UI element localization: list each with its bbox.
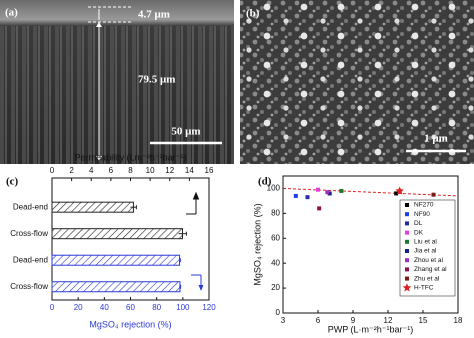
x2-tick-label: 10 [146,166,155,175]
trend-line [282,187,459,197]
x2-tick-label: 2 [69,166,74,175]
point [394,191,399,196]
legend-marker [405,221,409,226]
x-tick-label: 80 [152,303,161,312]
legend-marker [405,267,409,272]
x-tick-label: 20 [74,303,83,312]
x-tick-label: 6 [316,316,321,325]
legend-marker [405,203,409,207]
legend-label: NF270 [414,202,434,209]
legend-label: Zhang et al [414,266,447,273]
point [293,193,298,198]
image-label: (a) [5,7,18,19]
y-axis-label: MgSO₄ rejection (%) [252,203,262,285]
sem-image-a: (a) 4.7 μm 79.5 μm 50 μm [0,0,234,164]
y-tick-label: Cross-flow [10,229,48,238]
legend-marker [405,212,409,217]
legend: NF270 NF90 DL DK Liu et al Jia et al Zhou et a… [399,199,456,297]
x2-axis-label: Permeability (Lm⁻²h⁻¹bar⁻¹) [75,152,187,162]
panel-label: (c) [6,176,19,188]
x-tick-label: 12 [384,316,393,325]
annotation: 4.7 μm [138,9,170,21]
point [395,186,404,195]
x2-tick-label: 0 [50,166,55,175]
y-tick-label: 100 [267,184,281,193]
x-axis-label: PWP (L·m⁻²h⁻¹bar⁻¹) [328,324,414,334]
legend-label: DL [414,220,423,227]
legend-marker [405,276,409,281]
legend-label: Zhou et al [414,257,443,264]
x2-tick-label: 6 [109,166,114,175]
x2-tick-label: 16 [205,166,214,175]
point [317,206,322,211]
y-tick-label: Dead-end [13,255,48,264]
legend-label: Zhu et al [414,275,440,282]
legend-label: Liu et al [414,239,437,246]
bar [51,228,184,240]
error-bar [179,284,182,289]
bar [51,254,181,266]
point [339,188,344,193]
x-axis-label: MgSO₄ rejection (%) [89,319,171,329]
error-bar [178,258,181,263]
y-tick-label: 40 [271,258,280,267]
plot-frame [282,175,459,314]
point [316,187,320,192]
annotation: 79.5 μm [138,74,175,86]
error-bar [178,231,187,236]
x-tick-label: 120 [202,303,216,312]
x2-tick-label: 8 [128,166,133,175]
panel-label: (d) [258,176,272,188]
y-tick-label: 60 [271,233,280,242]
legend-label: NF90 [414,211,430,218]
legend-marker [402,283,412,292]
x2-tick-label: 12 [165,166,174,175]
y-tick-label: 0 [276,308,281,317]
legend-marker [405,249,409,253]
point [327,191,332,196]
y-tick-label: 80 [271,208,280,217]
y-tick-label: Dead-end [13,202,48,211]
legend-marker [405,258,409,263]
legend-label: DK [414,229,424,236]
y-tick-label: Cross-flow [10,282,48,291]
bar [51,201,134,213]
legend-marker [405,239,409,244]
scale-bar-label: 50 μm [171,126,200,138]
x2-tick-label: 4 [89,166,94,175]
legend-label: Jia et al [414,248,437,255]
x-tick-label: 60 [126,303,135,312]
scale-bar-label: 1 μm [424,133,448,145]
x-tick-label: 18 [454,316,463,325]
x-tick-label: 100 [176,303,190,312]
legend-label: H-TFC [414,285,434,292]
bar [51,281,181,293]
legend-marker [405,230,409,235]
x-tick-label: 15 [419,316,428,325]
annotation-arrows [186,191,204,291]
x-tick-label: 40 [100,303,109,312]
y-tick-label: 20 [271,283,280,292]
sem-image-b: (b) 1 μm [240,0,474,164]
x2-tick-label: 14 [185,166,194,175]
legend-frame [399,199,456,297]
point [325,190,330,195]
error-bar [130,205,137,210]
x-tick-label: 3 [281,316,286,325]
point [431,192,436,197]
image-label: (b) [246,8,260,20]
x-tick-label: 9 [351,316,356,325]
x-tick-label: 0 [50,303,55,312]
point [305,195,310,200]
